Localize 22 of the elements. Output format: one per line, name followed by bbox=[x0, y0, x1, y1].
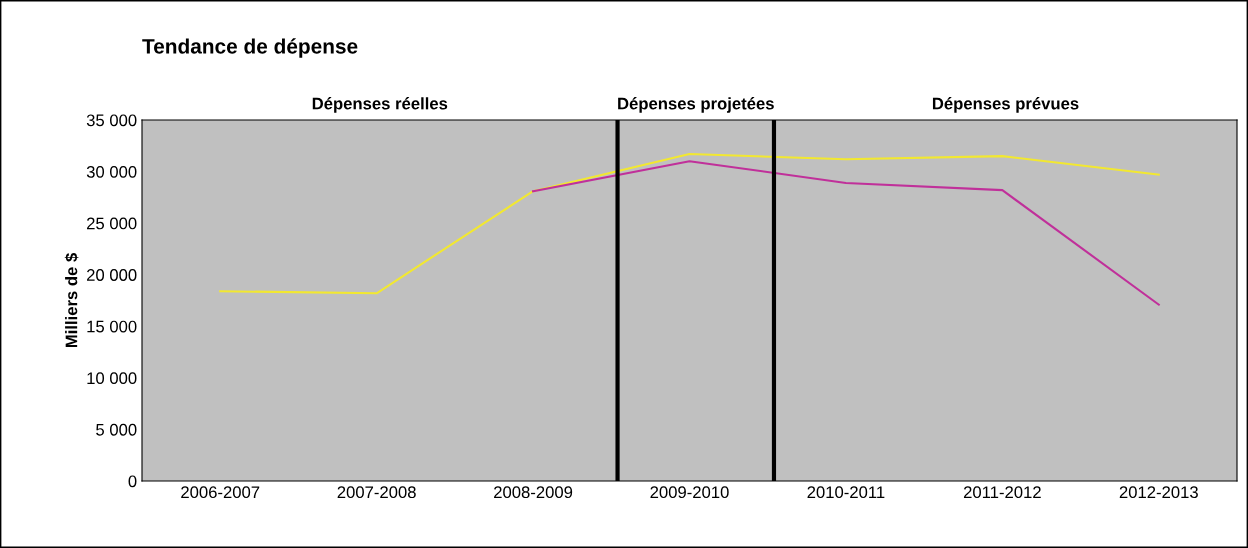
chart-title: Tendance de dépense bbox=[142, 38, 358, 58]
line-series bbox=[219, 153, 1160, 295]
text: Dépenses réelles bbox=[312, 97, 448, 113]
y-tick-label: 5 000 bbox=[96, 423, 137, 436]
x-tick-label: 2012-2013 bbox=[1119, 486, 1198, 499]
x-tick-label: 2007-2008 bbox=[337, 486, 416, 499]
y-tick-label: 25 000 bbox=[87, 217, 137, 230]
y-tick-label: 10 000 bbox=[87, 372, 137, 385]
text: Dépenses prévues bbox=[932, 97, 1079, 113]
x-tick-label: 2010-2011 bbox=[807, 486, 885, 499]
y-tick-label: 20 000 bbox=[87, 269, 137, 281]
x-tick-label: 2006-2007 bbox=[181, 486, 260, 499]
y-tick-label: 35 000 bbox=[86, 114, 137, 127]
y-tick-label: 30 000 bbox=[86, 165, 137, 178]
y-tick-label: 15 000 bbox=[87, 320, 137, 333]
line-series bbox=[532, 160, 1160, 306]
x-tick-label: 2009-2010 bbox=[650, 486, 729, 499]
text: Dépenses projetées bbox=[618, 97, 774, 113]
x-tick-label: 2008-2009 bbox=[494, 486, 573, 499]
x-tick-label: 2011-2012 bbox=[963, 486, 1041, 499]
y-axis-title: Milliers de $ bbox=[64, 253, 79, 348]
y-tick-label: 0 bbox=[128, 475, 137, 488]
